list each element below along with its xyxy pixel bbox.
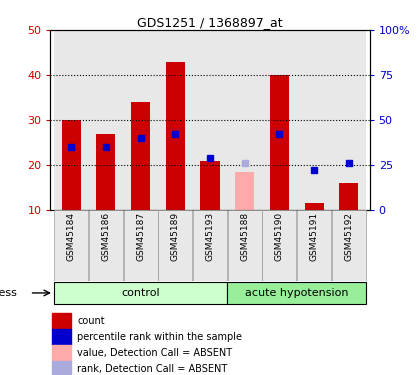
Text: stress: stress — [0, 288, 18, 298]
Bar — [52, 314, 71, 329]
Bar — [54, 282, 227, 304]
Bar — [331, 30, 366, 210]
FancyBboxPatch shape — [54, 210, 88, 281]
Bar — [123, 30, 158, 210]
Bar — [339, 183, 358, 210]
Text: value, Detection Call = ABSENT: value, Detection Call = ABSENT — [77, 348, 232, 358]
Bar — [89, 30, 123, 210]
Bar — [166, 62, 185, 210]
Bar — [235, 172, 254, 210]
Bar — [54, 30, 89, 210]
FancyBboxPatch shape — [332, 210, 366, 281]
Text: count: count — [77, 316, 105, 326]
Bar — [193, 30, 227, 210]
FancyBboxPatch shape — [262, 210, 297, 281]
FancyBboxPatch shape — [158, 210, 192, 281]
Text: GSM45191: GSM45191 — [310, 212, 319, 261]
Text: control: control — [121, 288, 160, 298]
Bar — [227, 30, 262, 210]
Text: GSM45187: GSM45187 — [136, 212, 145, 261]
FancyBboxPatch shape — [228, 210, 262, 281]
Bar — [227, 282, 366, 304]
Bar — [158, 30, 193, 210]
Bar — [52, 345, 71, 361]
Text: GSM45188: GSM45188 — [240, 212, 249, 261]
Bar — [304, 203, 324, 210]
Text: GSM45190: GSM45190 — [275, 212, 284, 261]
Text: GSM45189: GSM45189 — [171, 212, 180, 261]
Bar — [297, 30, 331, 210]
Text: rank, Detection Call = ABSENT: rank, Detection Call = ABSENT — [77, 364, 228, 374]
Bar — [52, 329, 71, 345]
Bar — [270, 75, 289, 210]
FancyBboxPatch shape — [297, 210, 331, 281]
Text: GSM45192: GSM45192 — [344, 212, 353, 261]
FancyBboxPatch shape — [193, 210, 227, 281]
FancyBboxPatch shape — [89, 210, 123, 281]
Bar — [62, 120, 81, 210]
Bar — [131, 102, 150, 210]
Bar — [200, 160, 220, 210]
Text: percentile rank within the sample: percentile rank within the sample — [77, 332, 242, 342]
FancyBboxPatch shape — [123, 210, 158, 281]
Text: GSM45193: GSM45193 — [205, 212, 215, 261]
Text: GSM45186: GSM45186 — [101, 212, 110, 261]
Text: acute hypotension: acute hypotension — [245, 288, 349, 298]
Bar — [52, 361, 71, 375]
Bar — [262, 30, 297, 210]
Text: GSM45184: GSM45184 — [67, 212, 76, 261]
Bar — [96, 134, 116, 210]
Title: GDS1251 / 1368897_at: GDS1251 / 1368897_at — [137, 16, 283, 29]
